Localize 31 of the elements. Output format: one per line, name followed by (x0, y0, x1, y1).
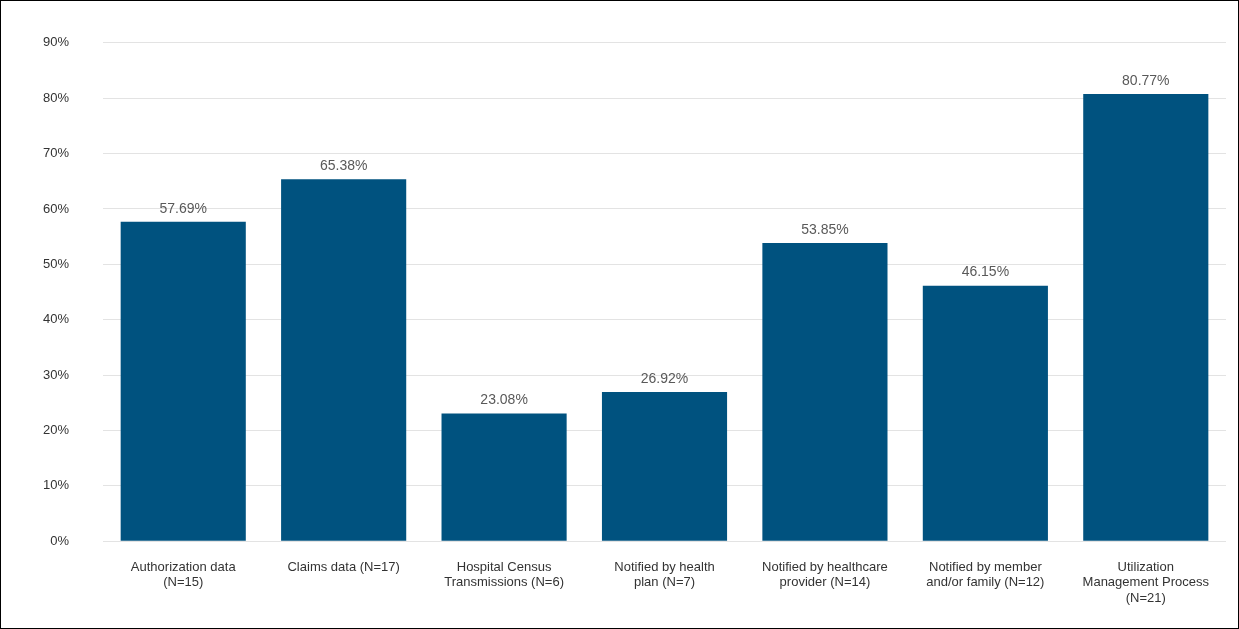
x-tick-label: Notified by healthcare provider (N=14) (762, 558, 888, 590)
data-label: 80.77% (1122, 71, 1170, 88)
data-label: 53.85% (801, 220, 849, 237)
data-label: 23.08% (480, 391, 528, 408)
y-tick-label: 30% (42, 366, 70, 382)
bar (922, 285, 1048, 541)
bar (601, 392, 728, 541)
y-tick-label: 80% (42, 89, 70, 105)
y-tick-label: 70% (42, 145, 70, 161)
bar (441, 413, 567, 541)
x-tick-label: Notified by health plan (N=7) (614, 558, 715, 590)
y-tick-label: 40% (42, 311, 70, 327)
data-label: 57.69% (159, 199, 207, 216)
y-tick-label: 20% (42, 422, 70, 438)
bar (120, 221, 246, 541)
y-tick-label: 50% (42, 255, 70, 271)
x-tick-label: Utilization Management Process (N=21) (1082, 558, 1210, 605)
data-label: 46.15% (961, 263, 1010, 280)
bar (762, 242, 888, 541)
x-tick-label: Authorization data (N=15) (130, 558, 237, 590)
bar (1083, 93, 1209, 541)
x-tick-label: Notified by member and/or family (N=12) (926, 558, 1045, 590)
y-tick-label: 10% (42, 477, 70, 493)
data-label: 65.38% (319, 157, 368, 173)
x-tick-label: Claims data (N=17) (287, 558, 400, 574)
x-tick-label: Hospital Census Transmissions (N=6) (444, 558, 564, 590)
y-tick-label: 90% (42, 34, 70, 50)
y-tick-label: 60% (42, 200, 70, 216)
data-label: 26.92% (640, 369, 689, 386)
bar (281, 179, 407, 541)
y-tick-label: 0% (50, 532, 70, 548)
